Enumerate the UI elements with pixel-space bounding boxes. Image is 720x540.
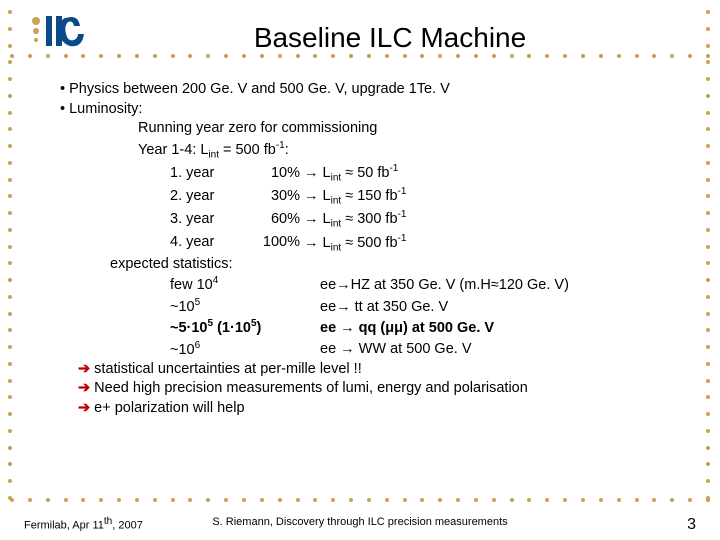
page-number: 3 <box>687 516 696 534</box>
decorative-dots-bottom <box>0 498 720 504</box>
arrow-icon: ➔ <box>78 361 90 377</box>
page-title: Baseline ILC Machine <box>0 16 720 54</box>
year-3: 3. year60% → Lint ≈ 300 fb-1 <box>170 208 690 231</box>
bullet-text: Physics between 200 Ge. V and 500 Ge. V,… <box>69 81 450 97</box>
stats-3: ~5·105 (1·105)ee → qq (μμ) at 500 Ge. V <box>170 317 690 338</box>
bullet-luminosity: Luminosity: <box>60 100 690 120</box>
arrow-1: ➔ statistical uncertainties at per-mille… <box>78 360 690 380</box>
stats-1: few 104ee→HZ at 350 Ge. V (m.H≈120 Ge. V… <box>170 274 690 295</box>
stats-head: expected statistics: <box>110 255 690 275</box>
decorative-dots-left <box>8 10 14 500</box>
arrow-2: ➔ Need high precision measurements of lu… <box>78 379 690 399</box>
ilc-logo-icon <box>28 6 92 56</box>
stats-2: ~105ee→ tt at 350 Ge. V <box>170 296 690 317</box>
bullet-physics: Physics between 200 Ge. V and 500 Ge. V,… <box>60 80 690 100</box>
year-4: 4. year100% → Lint ≈ 500 fb-1 <box>170 232 690 255</box>
lum-line1: Running year zero for commissioning <box>138 119 690 139</box>
decorative-dots-top <box>0 54 720 60</box>
decorative-dots-right <box>706 10 712 500</box>
arrow-icon: ➔ <box>78 400 90 416</box>
content-body: Physics between 200 Ge. V and 500 Ge. V,… <box>60 80 690 419</box>
year-1: 1. year10% → Lint ≈ 50 fb-1 <box>170 162 690 185</box>
stats-4: ~106ee → WW at 500 Ge. V <box>170 339 690 360</box>
footer-center: S. Riemann, Discovery through ILC precis… <box>24 516 696 528</box>
lum-line2: Year 1-4: Lint = 500 fb-1: <box>138 139 690 162</box>
bullet-text: Luminosity: <box>69 101 142 117</box>
arrow-icon: ➔ <box>78 380 90 396</box>
arrow-3: ➔ e+ polarization will help <box>78 399 690 419</box>
year-2: 2. year30% → Lint ≈ 150 fb-1 <box>170 185 690 208</box>
footer: Fermilab, Apr 11th, 2007 S. Riemann, Dis… <box>24 516 696 532</box>
